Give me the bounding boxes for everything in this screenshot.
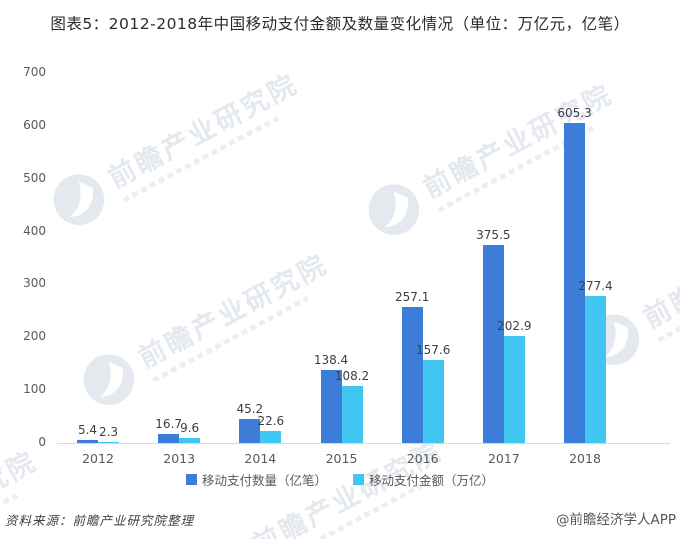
bar-amount-2017	[503, 335, 525, 443]
bar-amount-2016	[422, 359, 444, 443]
y-axis-tick-label: 400	[23, 223, 46, 238]
watermark: 前瞻产业研究院	[42, 60, 309, 236]
bar-amount-2012	[98, 441, 119, 443]
bar-quantity-2013	[158, 434, 180, 443]
legend-label: 移动支付金额（万亿）	[369, 473, 495, 488]
bar-quantity-2016	[401, 307, 423, 443]
bar-value-label: 9.6	[180, 420, 200, 435]
bar-quantity-2017	[482, 244, 504, 443]
bar-amount-2014	[260, 431, 282, 443]
watermark-subtext	[657, 255, 680, 343]
bar-value-label: 22.6	[257, 414, 285, 429]
y-axis-tick-label: 700	[23, 65, 46, 79]
brand-note: @前瞻经济学人APP	[555, 512, 676, 528]
bar-value-label: 138.4	[313, 352, 349, 367]
bar-value-label: 45.2	[236, 402, 264, 417]
bar-value-label: 375.5	[476, 227, 511, 242]
watermark-text: 前瞻产业研究院	[103, 68, 304, 195]
y-axis-tick-label: 100	[23, 382, 46, 397]
x-axis-tick-label: 2014	[244, 451, 277, 466]
chart-title: 图表5：2012-2018年中国移动支付金额及数量变化情况（单位：万亿元，亿笔）	[50, 15, 630, 33]
bar-value-label: 257.1	[394, 290, 430, 305]
x-axis-tick-label: 2013	[163, 451, 196, 466]
bar-value-label: 16.7	[155, 417, 183, 432]
bar-amount-2013	[179, 437, 201, 443]
source-note: 资料来源：前瞻产业研究院整理	[5, 513, 195, 528]
x-axis-baseline	[57, 443, 670, 444]
x-axis-tick-label: 2017	[487, 451, 520, 466]
watermark-logo-icon	[186, 530, 259, 539]
x-axis-tick-label: 2018	[569, 451, 601, 466]
watermark-text: 前瞻产业研究院	[418, 78, 619, 205]
bar-amount-2018	[585, 296, 607, 443]
watermark-logo-icon	[83, 354, 135, 405]
watermark-text: 前瞻产业研究院	[133, 248, 334, 375]
legend-item-quantity: 移动支付数量（亿笔）	[185, 470, 327, 489]
y-axis-tick-label: 200	[23, 329, 46, 344]
bar-value-label: 157.6	[415, 342, 451, 357]
y-axis-tick-label: 0	[38, 435, 46, 449]
legend-label: 移动支付数量（亿笔）	[201, 473, 327, 488]
watermark-subtext	[122, 115, 280, 203]
bar-quantity-2015	[320, 369, 342, 443]
x-axis-tick-label: 2012	[82, 451, 114, 466]
bar-value-label: 5.4	[77, 423, 98, 438]
watermark-subtext	[266, 482, 424, 539]
y-axis-tick-label: 300	[23, 276, 46, 291]
bar-value-label: 605.3	[557, 106, 592, 121]
legend-swatch-icon	[185, 474, 197, 485]
legend-item-amount: 移动支付金额（万亿）	[353, 470, 494, 489]
legend-swatch-icon	[353, 474, 364, 485]
legend: 移动支付数量（亿笔） 移动支付金额（万亿）	[0, 470, 680, 489]
bar-amount-2015	[341, 385, 363, 443]
watermark-logo-icon	[53, 174, 105, 225]
x-axis-tick-label: 2016	[406, 451, 439, 466]
bar-value-label: 277.4	[578, 279, 613, 294]
bar-quantity-2014	[239, 419, 261, 443]
y-axis-tick-label: 500	[23, 170, 46, 185]
bar-quantity-2018	[564, 123, 586, 443]
watermark-text: 前瞻产业研究院	[638, 208, 680, 335]
bar-value-label: 202.9	[497, 318, 532, 333]
bar-value-label: 2.3	[98, 424, 119, 439]
watermark-subtext	[152, 295, 310, 383]
watermark-logo-icon	[368, 184, 420, 235]
x-axis-tick-label: 2015	[325, 451, 358, 466]
watermark: 前瞻产业研究院	[72, 240, 339, 416]
bar-value-label: 108.2	[334, 368, 370, 383]
y-axis-tick-label: 600	[23, 117, 46, 132]
bar-quantity-2012	[77, 440, 98, 443]
